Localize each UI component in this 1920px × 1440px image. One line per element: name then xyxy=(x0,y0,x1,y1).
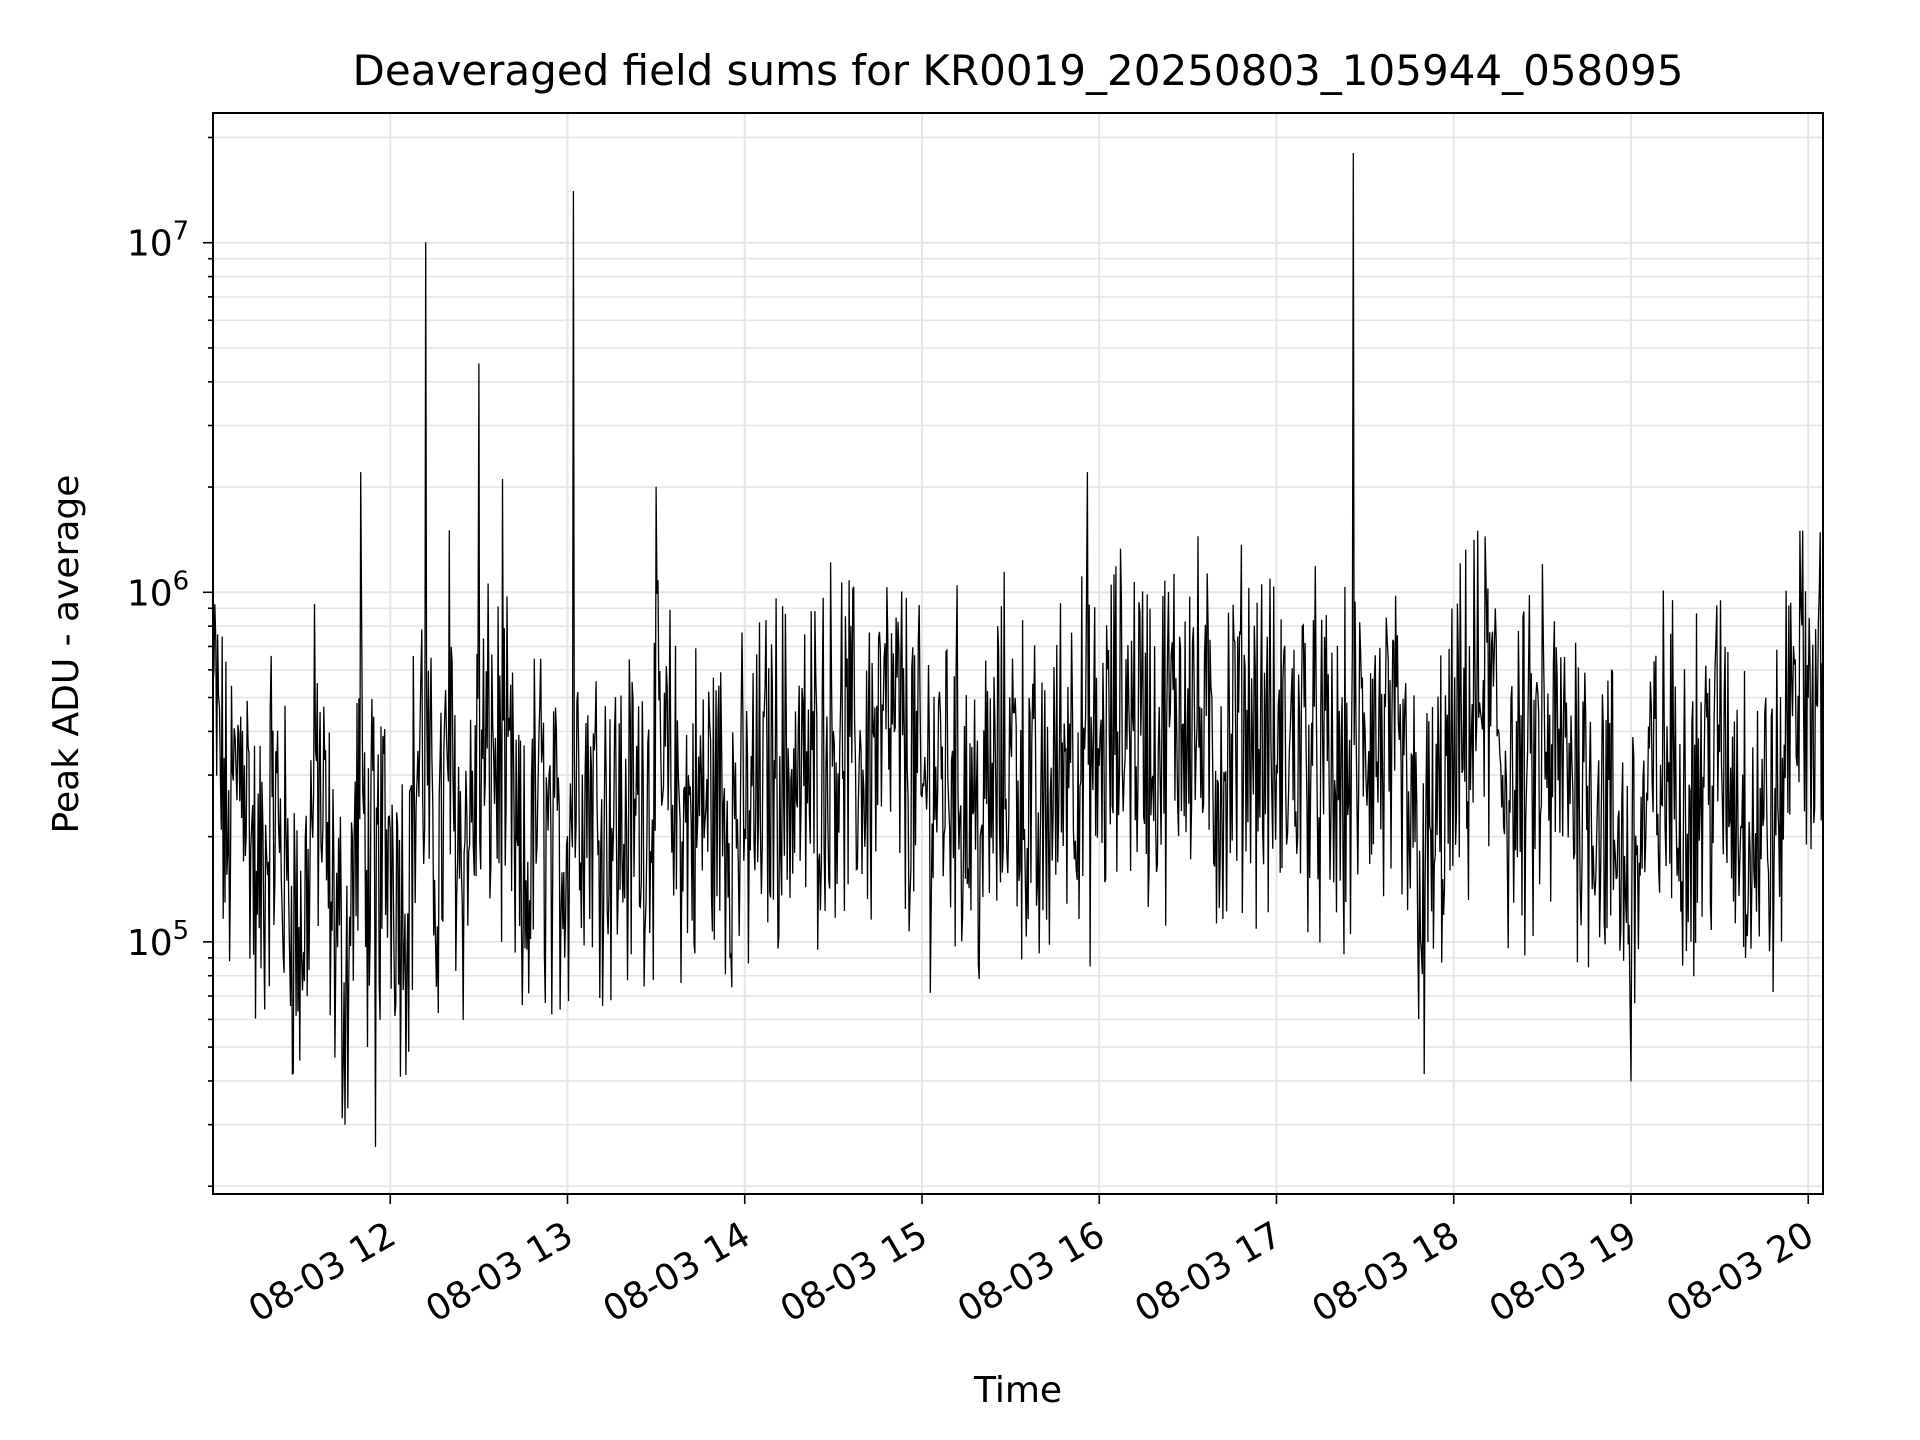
x-tick-label: 08-03 13 xyxy=(419,1214,580,1330)
data-point xyxy=(1482,679,1484,681)
data-point xyxy=(271,796,273,798)
data-point xyxy=(345,984,347,987)
data-point xyxy=(921,796,923,798)
data-point xyxy=(1423,1072,1425,1075)
data-point xyxy=(419,738,421,740)
data-point xyxy=(1275,764,1278,766)
data-line-layer xyxy=(212,152,1824,1147)
x-axis-label: Time xyxy=(973,1370,1062,1411)
data-point xyxy=(448,530,450,532)
data-point xyxy=(522,926,524,928)
x-tick-label: 08-03 19 xyxy=(1483,1214,1644,1330)
data-point xyxy=(566,836,569,838)
data-point xyxy=(596,802,598,804)
data-point xyxy=(1748,821,1750,823)
data-point xyxy=(256,913,258,915)
data-point xyxy=(1792,645,1795,648)
data-point xyxy=(1352,152,1354,155)
data-point xyxy=(1541,564,1543,566)
data-series-line xyxy=(212,153,1824,1147)
x-tick-label: 08-03 14 xyxy=(597,1214,758,1330)
data-point xyxy=(1689,790,1691,792)
y-tick-label: 105 xyxy=(127,916,189,964)
data-point xyxy=(832,730,834,733)
data-point xyxy=(1364,730,1366,733)
data-point xyxy=(1719,751,1721,753)
y-tick-label: 106 xyxy=(127,566,189,614)
x-tick-label: 08-03 20 xyxy=(1660,1214,1821,1330)
data-point xyxy=(1086,471,1089,474)
data-point xyxy=(1571,760,1573,762)
data-point xyxy=(714,796,716,798)
data-point xyxy=(1453,774,1455,776)
plot-frame xyxy=(212,112,1824,1195)
data-point xyxy=(625,828,628,830)
data-point xyxy=(1512,796,1514,798)
data-point xyxy=(374,1145,377,1147)
data-point xyxy=(463,852,465,854)
data-point xyxy=(1216,779,1219,781)
data-point xyxy=(389,828,391,830)
data-point xyxy=(1305,738,1307,740)
x-tick-label: 08-03 16 xyxy=(951,1214,1112,1330)
data-point xyxy=(241,730,244,733)
data-point xyxy=(404,913,406,915)
data-point xyxy=(670,784,672,787)
data-point xyxy=(1128,703,1130,705)
data-point xyxy=(1069,723,1071,725)
data-point xyxy=(950,760,953,762)
data-point xyxy=(744,828,746,830)
data-point xyxy=(1157,746,1159,748)
x-tick-label: 08-03 15 xyxy=(774,1214,935,1330)
data-point xyxy=(980,828,982,830)
data-point xyxy=(227,852,229,854)
data-point xyxy=(655,486,657,488)
x-tick-label: 08-03 12 xyxy=(242,1214,403,1330)
data-point xyxy=(501,479,504,481)
data-point xyxy=(301,957,303,959)
data-point xyxy=(360,471,362,474)
data-point xyxy=(1098,764,1100,766)
y-tick-label: 107 xyxy=(127,217,189,265)
chart-title: Deaveraged field sums for KR0019_2025080… xyxy=(353,46,1684,95)
data-point xyxy=(493,751,495,753)
data-point xyxy=(366,869,368,872)
data-point xyxy=(581,774,583,776)
data-point xyxy=(478,363,480,365)
grid xyxy=(213,113,1823,1194)
data-point xyxy=(1600,802,1603,804)
data-point xyxy=(1778,828,1780,830)
data-point xyxy=(537,784,539,787)
data-point xyxy=(1659,764,1662,766)
data-point xyxy=(330,901,332,903)
data-point xyxy=(1394,769,1396,771)
data-point xyxy=(315,760,317,762)
data-point xyxy=(286,879,288,881)
data-point xyxy=(1630,1080,1632,1082)
data-point xyxy=(891,723,894,725)
data-point xyxy=(572,191,575,193)
x-tick-label: 08-03 17 xyxy=(1128,1214,1289,1330)
y-axis-label: Peak ADU - average xyxy=(46,475,87,834)
data-point xyxy=(773,760,775,762)
data-point xyxy=(1807,696,1809,699)
data-point xyxy=(1187,688,1189,690)
data-point xyxy=(1246,709,1248,711)
data-point xyxy=(425,242,427,244)
data-point xyxy=(1010,742,1012,744)
x-tick-label: 08-03 18 xyxy=(1306,1214,1467,1330)
data-point xyxy=(803,784,805,787)
data-point xyxy=(433,879,436,881)
data-point xyxy=(552,879,554,881)
data-point xyxy=(513,836,515,838)
data-point xyxy=(862,769,864,771)
data-point xyxy=(1039,843,1041,846)
data-point xyxy=(1334,796,1337,798)
data-point xyxy=(685,821,687,823)
